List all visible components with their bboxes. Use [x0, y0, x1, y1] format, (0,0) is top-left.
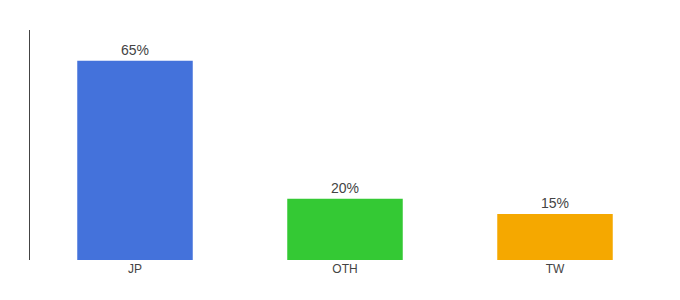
svg-text:TW: TW — [546, 262, 565, 276]
svg-text:65%: 65% — [121, 42, 149, 58]
svg-text:15%: 15% — [541, 195, 569, 211]
svg-text:JP: JP — [128, 262, 142, 276]
svg-text:20%: 20% — [331, 180, 359, 196]
svg-text:OTH: OTH — [332, 262, 357, 276]
